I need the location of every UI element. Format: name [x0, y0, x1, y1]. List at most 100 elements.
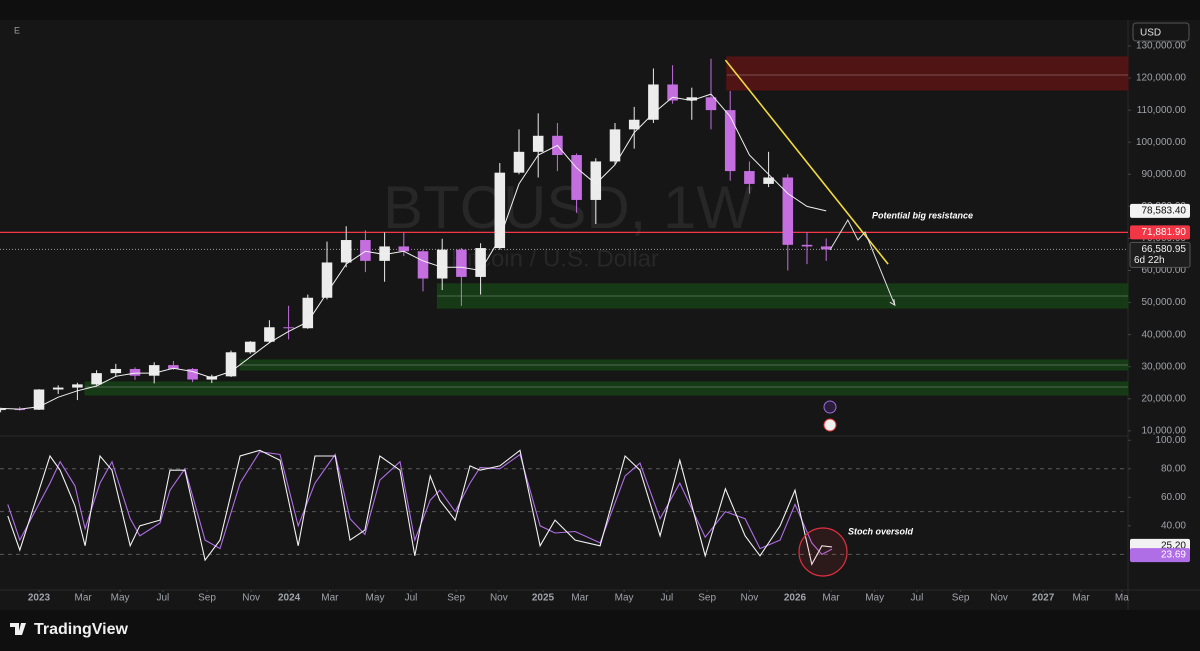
ma-last-label: 78,583.40 — [1142, 206, 1187, 217]
candle-body — [532, 135, 544, 152]
countdown-label: 6d 22h — [1134, 255, 1165, 266]
annotation: Potential big resistance — [872, 210, 973, 220]
candle-body — [283, 327, 294, 329]
x-tick-label: 2027 — [1032, 593, 1055, 604]
last-price-label: 66,580.95 — [1142, 244, 1187, 255]
candle-body — [244, 341, 256, 353]
candle-body — [0, 409, 6, 411]
chart-area — [0, 20, 1200, 610]
stoch-line — [7, 449, 833, 566]
y-tick-label: 20,000.00 — [1142, 393, 1187, 404]
candle-body — [820, 246, 832, 250]
y-tick-label: 60.00 — [1161, 492, 1186, 503]
stoch-k-label: 25.20 — [1161, 541, 1186, 552]
brand-name: TradingView — [34, 621, 129, 638]
x-tick-label: Jul — [911, 593, 924, 604]
y-tick-label: 50,000.00 — [1142, 297, 1187, 308]
x-tick-label: Nov — [490, 593, 508, 604]
last-price-box — [1129, 241, 1191, 268]
brand-logo: TradingView — [10, 621, 129, 638]
x-tick-label: Mar — [321, 593, 339, 604]
y-tick-label: 100.00 — [1155, 435, 1186, 446]
x-tick-label: Ma — [1115, 593, 1129, 604]
candle-body — [801, 244, 813, 247]
candle-body — [417, 251, 429, 279]
event-icon[interactable] — [823, 400, 837, 414]
candle-body — [456, 249, 467, 277]
highlight-circle — [798, 527, 848, 577]
ma-last-label-box — [1130, 203, 1190, 218]
annotation: Stoch oversold — [848, 526, 914, 536]
candle-body — [590, 161, 602, 200]
x-tick-label: Jul — [405, 593, 418, 604]
currency-label[interactable]: USD — [1140, 28, 1161, 39]
y-tick-label: 10,000.00 — [1142, 426, 1187, 437]
candle-body — [782, 177, 794, 245]
x-tick-label: Nov — [741, 593, 759, 604]
candle-body — [129, 368, 141, 376]
event-icons — [823, 400, 837, 432]
zone — [726, 56, 1129, 91]
currency-button[interactable]: USD — [1132, 22, 1190, 42]
x-tick-label: 2025 — [532, 593, 555, 604]
candle-body — [264, 327, 275, 342]
x-tick-label: Mar — [822, 593, 840, 604]
x-tick-label: 2024 — [278, 593, 301, 604]
x-tick-label: Mar — [1072, 593, 1090, 604]
y-tick-label: 110,000.00 — [1137, 105, 1187, 116]
menu-label[interactable]: E — [14, 25, 20, 35]
x-tick-label: 2023 — [28, 593, 51, 604]
candle-body — [705, 97, 717, 111]
candle-body — [571, 155, 582, 200]
candle-body — [148, 365, 160, 376]
projection-path — [829, 218, 896, 306]
zone — [436, 283, 1129, 309]
currency-box[interactable] — [1132, 22, 1190, 42]
y-tick-label: 130,000.00 — [1136, 41, 1186, 52]
x-tick-label: Nov — [242, 593, 260, 604]
x-tick-label: Sep — [698, 593, 716, 604]
x-tick-label: Sep — [447, 593, 465, 604]
stoch-d-label-box — [1130, 548, 1190, 563]
candle-body — [494, 172, 506, 249]
resistance-label-box — [1130, 225, 1190, 240]
x-tick-label: May — [366, 593, 385, 604]
candle-body — [52, 387, 64, 390]
candle-body — [72, 384, 83, 388]
x-tick-label: Jul — [660, 593, 673, 604]
candle-body — [686, 97, 698, 101]
stoch-line — [7, 451, 833, 556]
x-tick-label: Mar — [75, 593, 93, 604]
x-tick-label: Jul — [156, 593, 169, 604]
y-tick-label: 40,000.00 — [1142, 329, 1187, 340]
y-tick-label: 80.00 — [1161, 463, 1186, 474]
stoch-d-label: 23.69 — [1161, 550, 1186, 561]
candle-body — [628, 119, 640, 130]
event-icon[interactable] — [823, 418, 837, 432]
candle-body — [724, 110, 736, 172]
candle-body — [321, 262, 333, 298]
y-tick-label: 100,000.00 — [1136, 137, 1186, 148]
x-tick-label: May — [111, 593, 130, 604]
candle-body — [168, 365, 179, 369]
candle-body — [667, 84, 678, 101]
candle-body — [648, 84, 659, 120]
candle-body — [225, 352, 237, 377]
moving-average — [0, 93, 827, 410]
candle-body — [110, 368, 122, 374]
candle-body — [91, 373, 102, 385]
x-tick-label: Nov — [990, 593, 1008, 604]
resistance-label: 71,881.90 — [1142, 227, 1187, 238]
y-tick-label: 90,000.00 — [1142, 169, 1187, 180]
y-tick-label: 30,000.00 — [1142, 361, 1187, 372]
candle-body — [744, 171, 755, 184]
x-tick-label: Mar — [571, 593, 589, 604]
x-tick-label: Sep — [952, 593, 970, 604]
y-tick-label: 40.00 — [1161, 520, 1186, 531]
projection-arrowhead — [889, 299, 896, 307]
candle-body — [398, 246, 410, 252]
candle-body — [609, 129, 621, 162]
x-tick-label: Sep — [198, 593, 216, 604]
candle-body — [436, 249, 448, 279]
